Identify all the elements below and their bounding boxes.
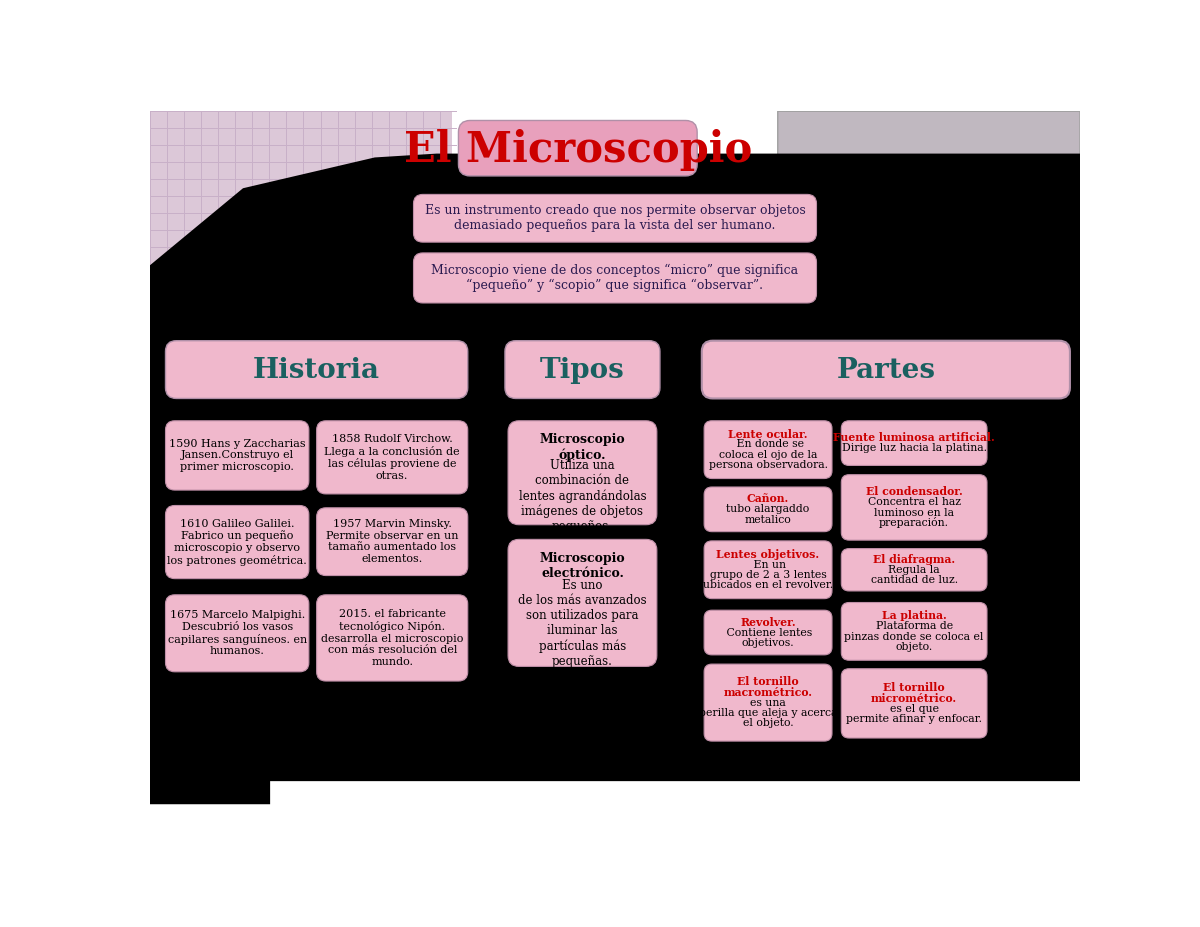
FancyBboxPatch shape [704, 421, 832, 478]
FancyBboxPatch shape [704, 664, 832, 741]
Text: objetivos.: objetivos. [742, 638, 794, 648]
Text: es una: es una [750, 698, 786, 707]
FancyBboxPatch shape [166, 341, 468, 399]
FancyBboxPatch shape [414, 253, 816, 303]
FancyBboxPatch shape [166, 421, 308, 490]
Text: permite afinar y enfocar.: permite afinar y enfocar. [846, 714, 982, 724]
Text: luminoso en la: luminoso en la [874, 508, 954, 517]
FancyBboxPatch shape [841, 668, 986, 738]
FancyBboxPatch shape [702, 341, 1070, 399]
Text: Regula la: Regula la [888, 565, 940, 575]
Text: Tipos: Tipos [540, 357, 625, 384]
Bar [786, 111, 1080, 204]
Text: grupo de 2 a 3 lentes: grupo de 2 a 3 lentes [709, 570, 827, 580]
Text: tubo alargaddo: tubo alargaddo [726, 504, 810, 514]
Text: 1590 Hans y Zaccharias
Jansen.Construyo el
primer microscopio.: 1590 Hans y Zaccharias Jansen.Construyo … [169, 438, 306, 472]
Text: Dirige luz hacia la platina.: Dirige luz hacia la platina. [841, 443, 986, 453]
Text: objeto.: objeto. [895, 642, 932, 652]
Bar [150, 111, 452, 396]
Text: Lente ocular.: Lente ocular. [728, 428, 808, 439]
Text: es el que: es el que [889, 704, 938, 714]
FancyBboxPatch shape [704, 487, 832, 532]
Text: 1675 Marcelo Malpighi.
Descubrió los vasos
capilares sanguíneos. en
humanos.: 1675 Marcelo Malpighi. Descubrió los vas… [168, 610, 307, 656]
FancyBboxPatch shape [508, 421, 656, 525]
Text: El Microscopio: El Microscopio [403, 129, 752, 171]
FancyBboxPatch shape [414, 195, 816, 242]
FancyBboxPatch shape [166, 595, 308, 672]
Text: El tornillo: El tornillo [737, 677, 799, 687]
Text: coloca el ojo de la: coloca el ojo de la [719, 450, 817, 460]
FancyBboxPatch shape [166, 505, 308, 578]
Text: ubicados en el revolver.: ubicados en el revolver. [703, 580, 833, 590]
FancyBboxPatch shape [841, 603, 986, 660]
Text: 1610 Galileo Galilei.
Fabrico un pequeño
microscopio y observo
los patrones geom: 1610 Galileo Galilei. Fabrico un pequeño… [167, 518, 307, 565]
Text: Historia: Historia [253, 357, 380, 384]
FancyBboxPatch shape [841, 421, 986, 465]
Text: Revolver.: Revolver. [740, 616, 796, 628]
Text: Plataforma de: Plataforma de [876, 621, 953, 631]
Text: Es un instrumento creado que nos permite observar objetos
demasiado pequeños par: Es un instrumento creado que nos permite… [425, 204, 805, 233]
FancyBboxPatch shape [317, 421, 468, 494]
Text: En un: En un [750, 560, 786, 569]
Text: perilla que aleja y acerca: perilla que aleja y acerca [698, 708, 838, 718]
Text: metalico: metalico [745, 514, 792, 525]
Text: Fuente luminosa artificial.: Fuente luminosa artificial. [833, 432, 995, 443]
FancyBboxPatch shape [458, 121, 697, 176]
FancyBboxPatch shape [317, 508, 468, 576]
Text: Microscopio
óptico.: Microscopio óptico. [540, 433, 625, 462]
Text: La platina.: La platina. [882, 610, 947, 621]
Text: El diafragma.: El diafragma. [874, 553, 955, 565]
Text: El condensador.: El condensador. [865, 487, 962, 497]
Text: pinzas donde se coloca el: pinzas donde se coloca el [845, 631, 984, 641]
Text: cantidad de luz.: cantidad de luz. [870, 575, 958, 585]
Text: 1957 Marvin Minsky.
Permite observar en un
tamaño aumentado los
elementos.: 1957 Marvin Minsky. Permite observar en … [326, 519, 458, 564]
Text: Lentes objetivos.: Lentes objetivos. [716, 549, 820, 560]
Polygon shape [793, 111, 1080, 277]
Text: Cañon.: Cañon. [746, 493, 790, 504]
FancyBboxPatch shape [704, 610, 832, 654]
Text: Partes: Partes [836, 357, 936, 384]
Text: 1858 Rudolf Virchow.
Llega a la conclusión de
las células proviene de
otras.: 1858 Rudolf Virchow. Llega a la conclusi… [324, 434, 460, 481]
FancyBboxPatch shape [508, 540, 656, 667]
Text: preparación.: preparación. [880, 517, 949, 528]
FancyBboxPatch shape [317, 595, 468, 681]
FancyBboxPatch shape [841, 549, 986, 590]
Text: Concentra el haz: Concentra el haz [868, 497, 961, 507]
FancyBboxPatch shape [704, 540, 832, 599]
Text: El tornillo: El tornillo [883, 682, 944, 693]
Text: Utiliza una
combinación de
lentes agrandándolas
imágenes de objetos
pequeños.: Utiliza una combinación de lentes agrand… [518, 459, 647, 533]
Text: Microscopio
electrónico.: Microscopio electrónico. [540, 552, 625, 579]
FancyBboxPatch shape [841, 475, 986, 540]
Text: 2015. el fabricante
tecnológico Nipón.
desarrolla el microscopio
con más resoluc: 2015. el fabricante tecnológico Nipón. d… [322, 609, 463, 667]
Polygon shape [150, 154, 1080, 805]
Text: Es uno
de los más avanzados
son utilizados para
iluminar las
partículas más
pequ: Es uno de los más avanzados son utilizad… [518, 579, 647, 668]
Text: el objeto.: el objeto. [743, 718, 793, 729]
Polygon shape [778, 111, 1080, 265]
Text: En donde se: En donde se [732, 439, 804, 450]
Text: macrométrico.: macrométrico. [724, 687, 812, 698]
Text: micrométrico.: micrométrico. [871, 692, 958, 704]
Text: persona observadora.: persona observadora. [708, 460, 828, 470]
Text: Microscopio viene de dos conceptos “micro” que significa
“pequeño” y “scopio” qu: Microscopio viene de dos conceptos “micr… [432, 263, 798, 292]
Text: Contiene lentes: Contiene lentes [724, 628, 812, 638]
FancyBboxPatch shape [505, 341, 660, 399]
